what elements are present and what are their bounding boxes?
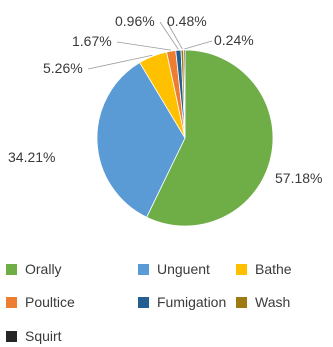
legend-swatch-bathe [236,263,247,275]
legend-item-poultice: Poultice [6,292,75,312]
legend-item-unguent: Unguent [138,259,210,279]
legend-label-poultice: Poultice [25,294,75,310]
data-label-wash: 0.48% [167,13,207,29]
leader-line-squirt [184,40,213,50]
legend-label-orally: Orally [25,261,62,277]
data-label-poultice: 1.67% [72,33,112,49]
legend-item-orally: Orally [6,259,62,279]
legend-label-bathe: Bathe [255,261,292,277]
leader-line-wash [166,21,183,50]
legend-swatch-squirt [6,330,17,342]
pie-slice-orally [146,49,274,227]
legend: Orally Unguent Bathe Poultice Fumigation… [0,250,333,347]
legend-swatch-poultice [6,296,17,308]
data-label-fumigation: 0.96% [115,13,155,29]
legend-swatch-unguent [138,263,149,275]
leader-lines [87,21,213,70]
data-label-squirt: 0.24% [214,32,254,48]
data-labels: 57.18% 34.21% 5.26% 1.67%0.96% 0.48% 0.24% [8,13,322,186]
data-label-orally: 57.18% [275,170,322,186]
legend-label-wash: Wash [255,294,291,310]
leader-line-bathe [87,54,153,70]
leader-line-fumigation [159,21,179,50]
pie-slice-squirt [183,49,186,139]
data-label-unguent: 34.21% [8,149,55,165]
legend-label-unguent: Unguent [157,261,210,277]
pie-chart: 57.18% 34.21% 5.26% 1.67%0.96% 0.48% 0.24% [8,13,322,227]
legend-label-squirt: Squirt [25,328,62,344]
legend-item-bathe: Bathe [236,259,292,279]
legend-swatch-fumigation [138,296,149,308]
legend-item-squirt: Squirt [6,326,62,346]
legend-swatch-wash [236,296,247,308]
leader-line-poultice [116,41,172,51]
pie-slice-unguent [96,62,186,218]
legend-swatch-orally [6,263,17,275]
legend-item-wash: Wash [236,292,290,312]
legend-item-fumigation: Fumigation [138,292,226,312]
legend-label-fumigation: Fumigation [157,294,227,310]
pie-slices [96,49,274,227]
data-label-bathe: 5.26% [43,60,83,76]
